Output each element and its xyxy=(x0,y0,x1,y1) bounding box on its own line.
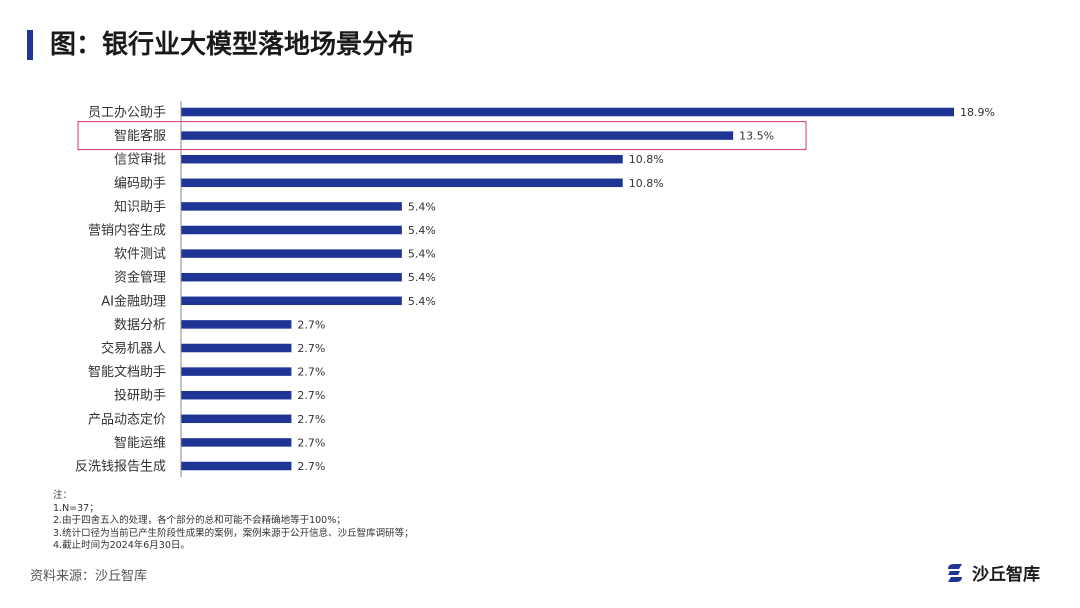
value-label: 5.4% xyxy=(408,200,436,213)
highlight-box xyxy=(77,121,807,151)
notes: 注： 1.N=37； 2.由于四舍五入的处理，各个部分的总和可能不会精确地等于1… xyxy=(53,490,414,553)
bar xyxy=(181,154,623,164)
category-label: AI金融助理 xyxy=(101,293,166,309)
note-item: 1.N=37； xyxy=(53,502,99,514)
category-label: 智能文档助手 xyxy=(88,365,166,380)
bar xyxy=(181,202,402,211)
bar xyxy=(181,107,954,117)
value-label: 2.7% xyxy=(297,342,325,355)
bar xyxy=(181,438,292,447)
category-label: 软件测试 xyxy=(114,247,166,262)
category-label: 产品动态定价 xyxy=(88,412,166,427)
bar xyxy=(181,249,402,258)
category-label: 资金管理 xyxy=(114,270,166,286)
value-label: 2.7% xyxy=(297,318,325,331)
bar xyxy=(181,414,292,424)
value-label: 5.4% xyxy=(408,295,436,308)
bar xyxy=(181,343,292,353)
category-label: 数据分析 xyxy=(114,318,166,333)
dune-logo-icon xyxy=(948,563,962,582)
bar xyxy=(181,320,292,329)
page-title: 图：银行业大模型落地场景分布 xyxy=(50,30,415,60)
value-label: 2.7% xyxy=(297,436,325,449)
category-label: 营销内容生成 xyxy=(88,223,166,239)
value-label: 13.5% xyxy=(739,130,774,143)
bar xyxy=(181,225,402,235)
bar xyxy=(181,296,402,306)
value-label: 2.7% xyxy=(297,389,325,402)
note-item: 3.统计口径为当前已产生阶段性成果的案例，案例来源于公开信息、沙丘智库调研等； xyxy=(53,527,414,539)
category-label: 智能运维 xyxy=(114,436,166,451)
category-label: 编码助手 xyxy=(114,176,166,191)
source-text: 资料来源：沙丘智库 xyxy=(30,569,148,584)
bar xyxy=(181,390,292,400)
category-label: 信贷审批 xyxy=(114,153,166,168)
category-label: 知识助手 xyxy=(114,199,166,215)
bar xyxy=(181,461,292,471)
category-label: 智能客服 xyxy=(114,128,166,144)
value-label: 5.4% xyxy=(408,224,436,237)
bar-chart: 员工办公助手 18.9% 智能客服 13.5% 信贷审批 10.8% 编码助手 10.8% 知识… xyxy=(75,101,995,477)
value-label: 5.4% xyxy=(408,271,436,284)
value-label: 2.7% xyxy=(297,460,325,473)
value-label: 2.7% xyxy=(297,413,325,426)
category-label: 员工办公助手 xyxy=(88,106,166,121)
title-accent-bar xyxy=(27,30,33,60)
note-item: 2.由于四舍五入的处理，各个部分的总和可能不会精确地等于100%； xyxy=(53,515,346,526)
category-label: 交易机器人 xyxy=(101,341,166,357)
category-label: 反洗钱报告生成 xyxy=(75,460,166,475)
bar xyxy=(181,272,402,282)
value-label: 5.4% xyxy=(408,248,436,261)
bar xyxy=(181,367,292,376)
brand: 沙丘智库 xyxy=(944,560,1040,585)
notes-heading: 注： xyxy=(53,490,73,501)
category-label: 投研助手 xyxy=(114,388,166,404)
bar xyxy=(181,131,734,140)
value-label: 2.7% xyxy=(297,366,325,379)
bar xyxy=(181,178,623,188)
value-label: 18.9% xyxy=(960,106,995,119)
note-item: 4.截止时间为2024年6月30日。 xyxy=(53,540,190,551)
brand-name: 沙丘智库 xyxy=(972,565,1040,585)
value-label: 10.8% xyxy=(629,177,664,190)
value-label: 10.8% xyxy=(629,153,664,166)
